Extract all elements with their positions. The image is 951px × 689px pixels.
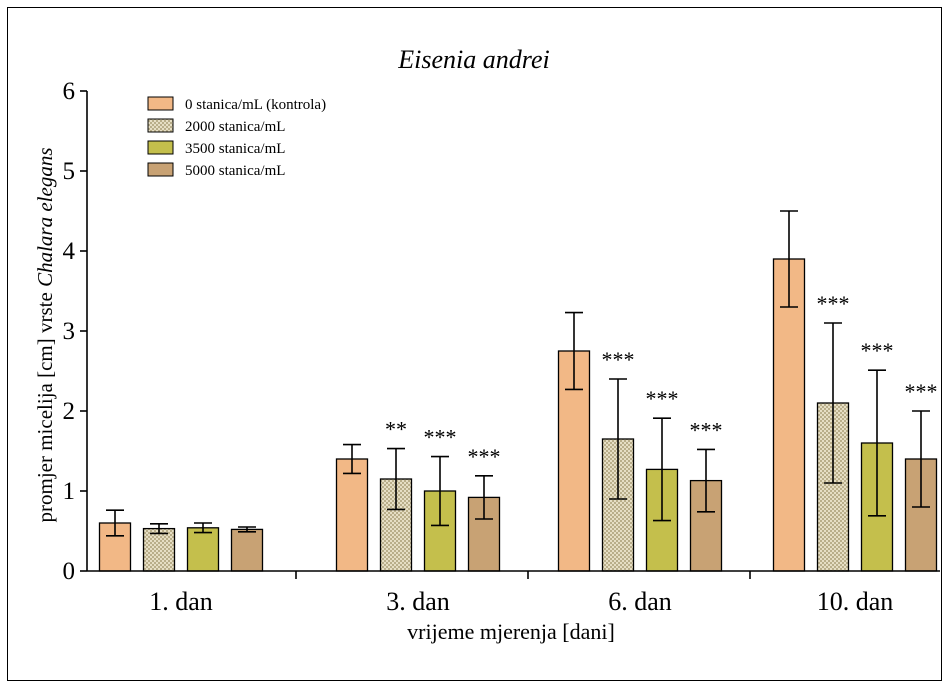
significance-layer: ************************** bbox=[385, 291, 938, 469]
significance-label: *** bbox=[690, 417, 723, 442]
bar bbox=[186, 527, 220, 572]
bar bbox=[379, 478, 413, 572]
legend-label: 2000 stanica/mL bbox=[185, 119, 285, 135]
y-axis-title-text: promjer micelija [cm] vrste bbox=[33, 287, 57, 523]
legend: 0 stanica/mL (kontrola) 2000 stanica/mL 35… bbox=[147, 96, 326, 179]
significance-label: *** bbox=[424, 425, 457, 450]
significance-label: *** bbox=[817, 291, 850, 316]
significance-label: *** bbox=[468, 444, 501, 469]
category-labels: 1. dan 3. dan 6. dan 10. dan bbox=[149, 571, 893, 616]
legend-swatch bbox=[147, 162, 174, 177]
significance-label: *** bbox=[602, 347, 635, 372]
x-axis-title: vrijeme mjerenja [dani] bbox=[407, 619, 615, 644]
y-axis-title: promjer micelija [cm] vrste Chalara eleg… bbox=[33, 148, 57, 523]
category-label: 6. dan bbox=[608, 587, 672, 616]
category-label: 1. dan bbox=[149, 587, 213, 616]
category-label: 10. dan bbox=[817, 587, 894, 616]
y-tick-label: 6 bbox=[63, 78, 76, 105]
significance-label: *** bbox=[861, 338, 894, 363]
y-tick-label: 4 bbox=[63, 238, 76, 265]
significance-label: *** bbox=[646, 386, 679, 411]
legend-label: 3500 stanica/mL bbox=[185, 141, 285, 157]
legend-swatch bbox=[147, 96, 174, 111]
error-bars-layer bbox=[106, 210, 930, 537]
y-tick-label: 2 bbox=[63, 398, 76, 425]
bars-layer bbox=[98, 258, 938, 572]
bar bbox=[142, 527, 176, 572]
legend-swatch bbox=[147, 140, 174, 155]
bar bbox=[335, 458, 369, 572]
significance-label: ** bbox=[385, 417, 407, 442]
y-tick-label: 0 bbox=[63, 558, 76, 585]
category-label: 3. dan bbox=[386, 587, 450, 616]
significance-label: *** bbox=[905, 379, 938, 404]
legend-swatch bbox=[147, 118, 174, 133]
y-tick-label: 3 bbox=[63, 318, 76, 345]
bar bbox=[772, 258, 806, 572]
chart-title: Eisenia andrei bbox=[397, 45, 549, 74]
legend-label: 0 stanica/mL (kontrola) bbox=[185, 97, 326, 113]
y-axis-title-species: Chalara elegans bbox=[33, 148, 57, 287]
y-axis-ticks: 0 1 2 3 4 5 6 bbox=[63, 78, 87, 585]
legend-label: 5000 stanica/mL bbox=[185, 163, 285, 179]
figure-frame bbox=[7, 7, 942, 681]
bar bbox=[230, 528, 264, 572]
y-tick-label: 1 bbox=[63, 478, 76, 505]
y-tick-label: 5 bbox=[63, 158, 76, 185]
